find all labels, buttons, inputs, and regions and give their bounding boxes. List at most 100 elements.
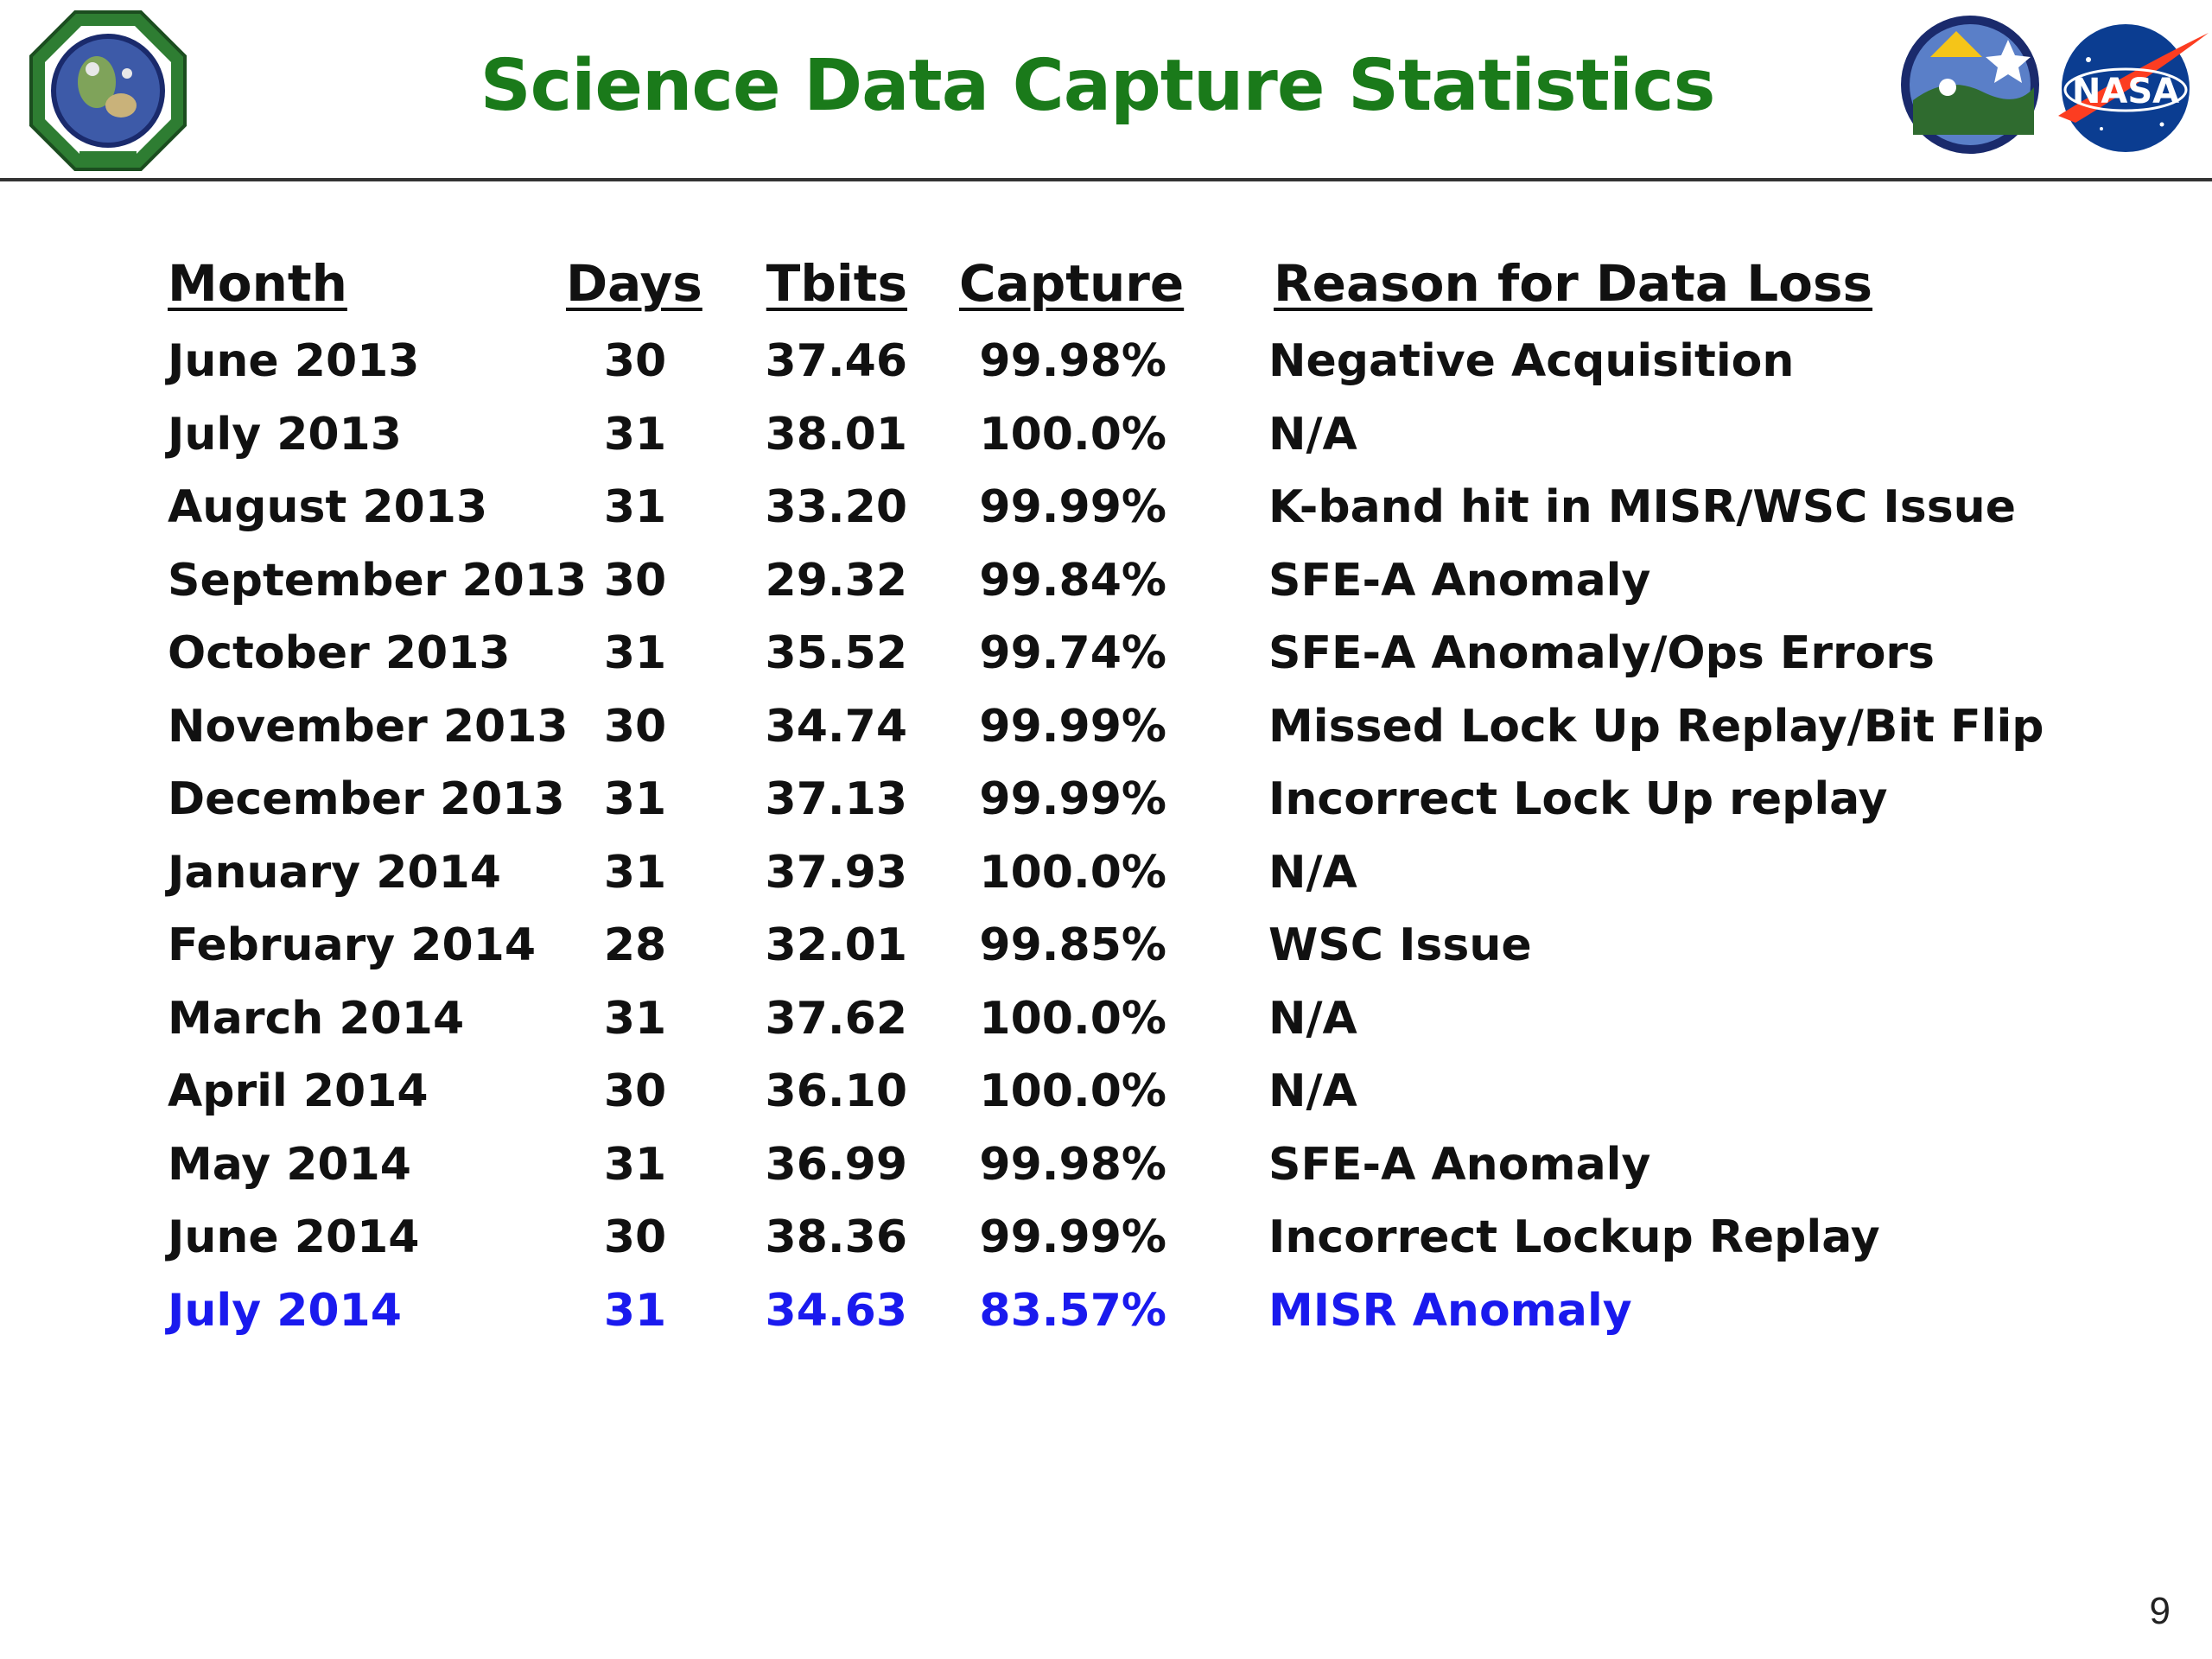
- cell-month: June 2014: [168, 1211, 420, 1263]
- cell-tbits: 29.32: [765, 554, 907, 607]
- table-header-row: Month Days Tbits Capture Reason for Data…: [0, 242, 2212, 325]
- cell-reason: Missed Lock Up Replay/Bit Flip: [1268, 700, 2044, 753]
- slide-header: Science Data Capture Statistics NASA: [0, 0, 2212, 181]
- cell-reason: Negative Acquisition: [1268, 335, 1795, 387]
- cell-month: December 2013: [168, 773, 565, 825]
- cell-tbits: 36.10: [765, 1065, 907, 1117]
- cell-capture: 99.99%: [979, 1211, 1166, 1263]
- table-row: July 2014 31 34.63 83.57% MISR Anomaly: [0, 1274, 2212, 1348]
- cell-capture: 100.0%: [979, 1065, 1166, 1117]
- cell-month: October 2013: [168, 627, 511, 679]
- cell-reason: SFE-A Anomaly: [1268, 554, 1651, 607]
- header-divider: [0, 178, 2212, 181]
- table-row: August 2013 31 33.20 99.99% K-band hit in MI…: [0, 471, 2212, 544]
- nasa-logo: NASA: [2058, 24, 2209, 152]
- cell-tbits: 32.01: [765, 919, 907, 971]
- cell-tbits: 34.63: [765, 1284, 907, 1337]
- table-row: March 2014 31 37.62 100.0% N/A: [0, 982, 2212, 1056]
- table-row: June 2013 30 37.46 99.98% Negative Acquisiti…: [0, 325, 2212, 398]
- table-row: September 2013 30 29.32 99.84% SFE-A Anomaly: [0, 544, 2212, 618]
- table-row: July 2013 31 38.01 100.0% N/A: [0, 398, 2212, 472]
- cell-tbits: 37.13: [765, 773, 907, 825]
- column-header-month: Month: [168, 254, 347, 313]
- cell-reason: N/A: [1268, 408, 1357, 461]
- cell-days: 31: [603, 773, 667, 825]
- cell-tbits: 35.52: [765, 627, 907, 679]
- cell-days: 30: [603, 1065, 667, 1117]
- cell-month: November 2013: [168, 700, 569, 753]
- table-body: June 2013 30 37.46 99.98% Negative Acquisiti…: [0, 325, 2212, 1347]
- cell-capture: 99.99%: [979, 481, 1166, 533]
- cell-month: March 2014: [168, 992, 465, 1045]
- page-number: 9: [2149, 1590, 2171, 1632]
- slide-title: Science Data Capture Statistics: [480, 45, 1716, 127]
- cell-reason: N/A: [1268, 846, 1357, 899]
- table-row: October 2013 31 35.52 99.74% SFE-A Anomaly/O…: [0, 617, 2212, 690]
- cell-tbits: 37.93: [765, 846, 907, 899]
- cell-days: 31: [603, 627, 667, 679]
- cell-tbits: 33.20: [765, 481, 907, 533]
- cell-days: 30: [603, 554, 667, 607]
- cell-days: 31: [603, 481, 667, 533]
- cell-reason: WSC Issue: [1268, 919, 1532, 971]
- table-row: January 2014 31 37.93 100.0% N/A: [0, 836, 2212, 910]
- cell-capture: 99.85%: [979, 919, 1166, 971]
- cell-capture: 100.0%: [979, 846, 1166, 899]
- table-row: February 2014 28 32.01 99.85% WSC Issue: [0, 909, 2212, 982]
- cell-reason: MISR Anomaly: [1268, 1284, 1632, 1337]
- eos-terra-logo: [1901, 16, 2039, 154]
- cell-days: 31: [603, 1284, 667, 1337]
- cell-days: 31: [603, 846, 667, 899]
- cell-capture: 99.99%: [979, 773, 1166, 825]
- column-header-days: Days: [566, 254, 702, 313]
- table-row: April 2014 30 36.10 100.0% N/A: [0, 1055, 2212, 1128]
- cell-tbits: 37.46: [765, 335, 907, 387]
- capture-statistics-table: Month Days Tbits Capture Reason for Data…: [0, 242, 2212, 1347]
- cell-month: September 2013: [168, 554, 588, 607]
- cell-reason: SFE-A Anomaly/Ops Errors: [1268, 627, 1936, 679]
- esmo-logo: [29, 10, 187, 171]
- cell-month: July 2013: [168, 408, 402, 461]
- cell-days: 31: [603, 408, 667, 461]
- cell-month: April 2014: [168, 1065, 429, 1117]
- cell-days: 30: [603, 335, 667, 387]
- column-header-tbits: Tbits: [766, 254, 907, 313]
- cell-capture: 99.99%: [979, 700, 1166, 753]
- cell-capture: 99.98%: [979, 335, 1166, 387]
- table-row: November 2013 30 34.74 99.99% Missed Lock Up…: [0, 690, 2212, 764]
- svg-text:NASA: NASA: [2072, 72, 2179, 111]
- cell-month: July 2014: [168, 1284, 402, 1337]
- cell-reason: N/A: [1268, 992, 1357, 1045]
- table-row: May 2014 31 36.99 99.98% SFE-A Anomaly: [0, 1128, 2212, 1202]
- column-header-reason: Reason for Data Loss: [1274, 254, 1873, 313]
- cell-days: 30: [603, 1211, 667, 1263]
- cell-capture: 99.74%: [979, 627, 1166, 679]
- cell-capture: 83.57%: [979, 1284, 1166, 1337]
- cell-capture: 99.84%: [979, 554, 1166, 607]
- cell-month: February 2014: [168, 919, 537, 971]
- cell-month: January 2014: [168, 846, 501, 899]
- table-row: December 2013 31 37.13 99.99% Incorrect Lock…: [0, 763, 2212, 836]
- cell-reason: Incorrect Lock Up replay: [1268, 773, 1888, 825]
- cell-capture: 99.98%: [979, 1138, 1166, 1191]
- cell-tbits: 38.36: [765, 1211, 907, 1263]
- cell-reason: N/A: [1268, 1065, 1357, 1117]
- cell-capture: 100.0%: [979, 408, 1166, 461]
- cell-reason: K-band hit in MISR/WSC Issue: [1268, 481, 2016, 533]
- table-row: June 2014 30 38.36 99.99% Incorrect Lockup R…: [0, 1201, 2212, 1274]
- cell-tbits: 36.99: [765, 1138, 907, 1191]
- cell-tbits: 34.74: [765, 700, 907, 753]
- cell-days: 30: [603, 700, 667, 753]
- cell-reason: Incorrect Lockup Replay: [1268, 1211, 1880, 1263]
- cell-month: May 2014: [168, 1138, 411, 1191]
- cell-tbits: 38.01: [765, 408, 907, 461]
- cell-reason: SFE-A Anomaly: [1268, 1138, 1651, 1191]
- cell-days: 31: [603, 992, 667, 1045]
- column-header-capture: Capture: [959, 254, 1185, 313]
- cell-capture: 100.0%: [979, 992, 1166, 1045]
- cell-tbits: 37.62: [765, 992, 907, 1045]
- cell-month: August 2013: [168, 481, 488, 533]
- cell-days: 28: [603, 919, 667, 971]
- cell-days: 31: [603, 1138, 667, 1191]
- cell-month: June 2013: [168, 335, 420, 387]
